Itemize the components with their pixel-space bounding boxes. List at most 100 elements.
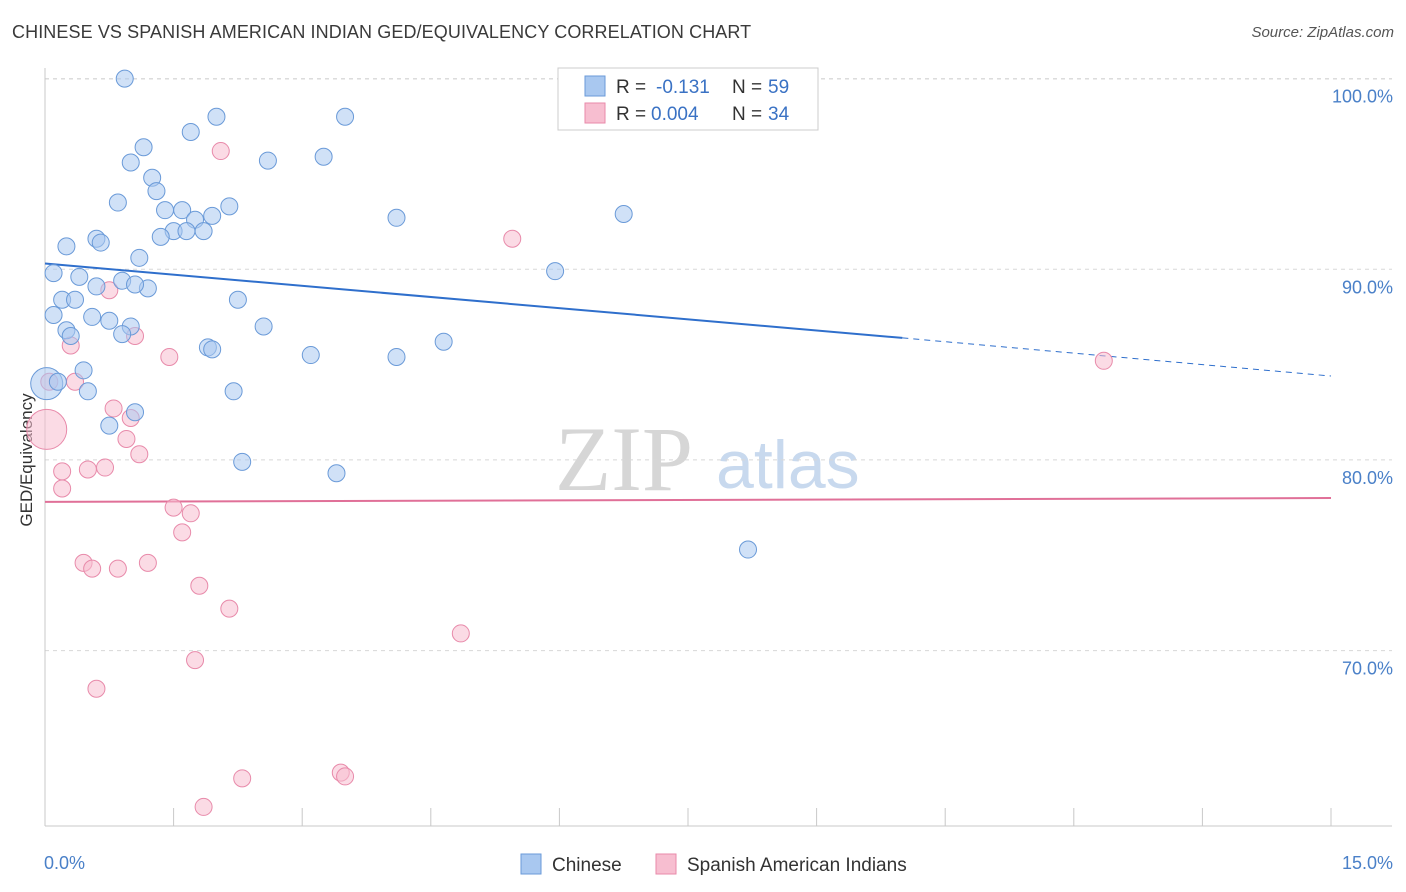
spanish-points — [26, 142, 1113, 816]
data-point-chinese — [83, 307, 102, 326]
data-point-spanish — [503, 229, 522, 248]
legend-swatch-spanish — [584, 102, 606, 124]
data-point-chinese — [44, 264, 63, 283]
data-point-spanish — [181, 504, 200, 523]
trend-line-chinese — [44, 262, 903, 339]
legend-r-label-chinese: R = — [616, 77, 646, 98]
data-point-chinese — [739, 540, 758, 559]
data-point-spanish — [78, 460, 97, 479]
data-point-spanish — [220, 599, 239, 618]
data-point-chinese — [156, 201, 175, 220]
data-point-chinese — [614, 204, 633, 223]
data-point-chinese — [48, 372, 67, 391]
data-point-chinese — [66, 290, 85, 309]
legend-swatch-chinese — [584, 75, 606, 97]
data-point-spanish — [164, 498, 183, 517]
data-point-spanish — [104, 399, 123, 418]
data-point-chinese — [100, 416, 119, 435]
data-point-spanish — [26, 408, 68, 450]
data-point-spanish — [130, 445, 149, 464]
series-legend: Chinese Spanish American Indians — [520, 853, 907, 876]
data-point-chinese — [130, 248, 149, 267]
data-point-chinese — [203, 206, 222, 225]
data-point-spanish — [87, 679, 106, 698]
data-point-spanish — [211, 142, 230, 161]
y-tick-label: 90.0% — [1342, 277, 1393, 297]
data-point-chinese — [387, 208, 406, 227]
data-point-spanish — [117, 429, 136, 448]
y-axis-label: GED/Equivalency — [17, 393, 36, 527]
bottom-legend-label-chinese: Chinese — [552, 855, 622, 876]
data-point-spanish — [160, 347, 179, 366]
data-point-chinese — [113, 325, 132, 344]
data-point-chinese — [115, 69, 134, 88]
x-tick-label: 15.0% — [1342, 853, 1393, 873]
data-point-chinese — [74, 361, 93, 380]
data-point-chinese — [224, 382, 243, 401]
data-point-spanish — [336, 767, 355, 786]
data-point-chinese — [233, 452, 252, 471]
data-point-chinese — [387, 347, 406, 366]
data-point-chinese — [181, 122, 200, 141]
data-point-chinese — [177, 222, 196, 241]
data-point-chinese — [194, 222, 213, 241]
data-point-chinese — [314, 147, 333, 166]
data-point-chinese — [57, 237, 76, 256]
trend-line-spanish — [44, 497, 1332, 503]
tick-labels: 70.0% 80.0% 90.0% 100.0% 0.0% 15.0% — [44, 87, 1393, 873]
data-point-chinese — [173, 201, 192, 220]
data-point-chinese — [327, 464, 346, 483]
data-point-chinese — [87, 277, 106, 296]
data-point-spanish — [173, 523, 192, 542]
chinese-points — [30, 69, 758, 559]
data-point-chinese — [44, 306, 63, 325]
data-point-chinese — [228, 290, 247, 309]
data-point-chinese — [220, 197, 239, 216]
data-point-spanish — [1094, 351, 1113, 370]
data-point-spanish — [194, 797, 213, 816]
y-tick-label: 70.0% — [1342, 659, 1393, 679]
data-point-chinese — [258, 151, 277, 170]
data-point-chinese — [434, 332, 453, 351]
data-point-chinese — [134, 138, 153, 157]
trend-line-chinese-extension — [902, 337, 1332, 377]
trend-lines — [44, 262, 1332, 503]
source-credit: Source: ZipAtlas.com — [1251, 24, 1394, 41]
data-point-chinese — [70, 267, 89, 286]
legend-r-value-chinese: -0.131 — [656, 77, 710, 98]
data-point-spanish — [451, 624, 470, 643]
data-point-chinese — [91, 233, 110, 252]
data-point-chinese — [151, 227, 170, 246]
gridlines — [45, 78, 1392, 652]
data-point-spanish — [233, 769, 252, 788]
bottom-legend-label-spanish: Spanish American Indians — [687, 855, 907, 876]
data-point-spanish — [83, 559, 102, 578]
data-point-chinese — [126, 403, 145, 422]
data-point-chinese — [254, 317, 273, 336]
legend-n-value-chinese: 59 — [768, 77, 789, 98]
y-tick-label: 80.0% — [1342, 468, 1393, 488]
bottom-legend-swatch-chinese — [520, 853, 542, 875]
stats-legend: R = -0.131 N = 59 R = 0.004 N = 34 — [557, 67, 819, 131]
data-point-chinese — [147, 182, 166, 201]
y-tick-label: 100.0% — [1332, 87, 1393, 107]
legend-n-label-spanish: N = — [732, 104, 762, 125]
data-point-chinese — [121, 153, 140, 172]
data-point-chinese — [78, 382, 97, 401]
data-point-spanish — [186, 651, 205, 670]
data-point-chinese — [207, 107, 226, 126]
chart-title: CHINESE VS SPANISH AMERICAN INDIAN GED/E… — [12, 22, 752, 42]
data-point-chinese — [546, 262, 565, 281]
data-point-spanish — [53, 479, 72, 498]
legend-n-label-chinese: N = — [732, 77, 762, 98]
data-point-chinese — [61, 326, 80, 345]
data-point-spanish — [96, 458, 115, 477]
legend-r-label-spanish: R = — [616, 104, 646, 125]
x-tick-label: 0.0% — [44, 853, 85, 873]
data-point-spanish — [138, 553, 157, 572]
watermark-atlas: atlas — [716, 427, 860, 503]
bottom-legend-swatch-spanish — [655, 853, 677, 875]
data-point-chinese — [301, 346, 320, 365]
data-point-spanish — [190, 576, 209, 595]
